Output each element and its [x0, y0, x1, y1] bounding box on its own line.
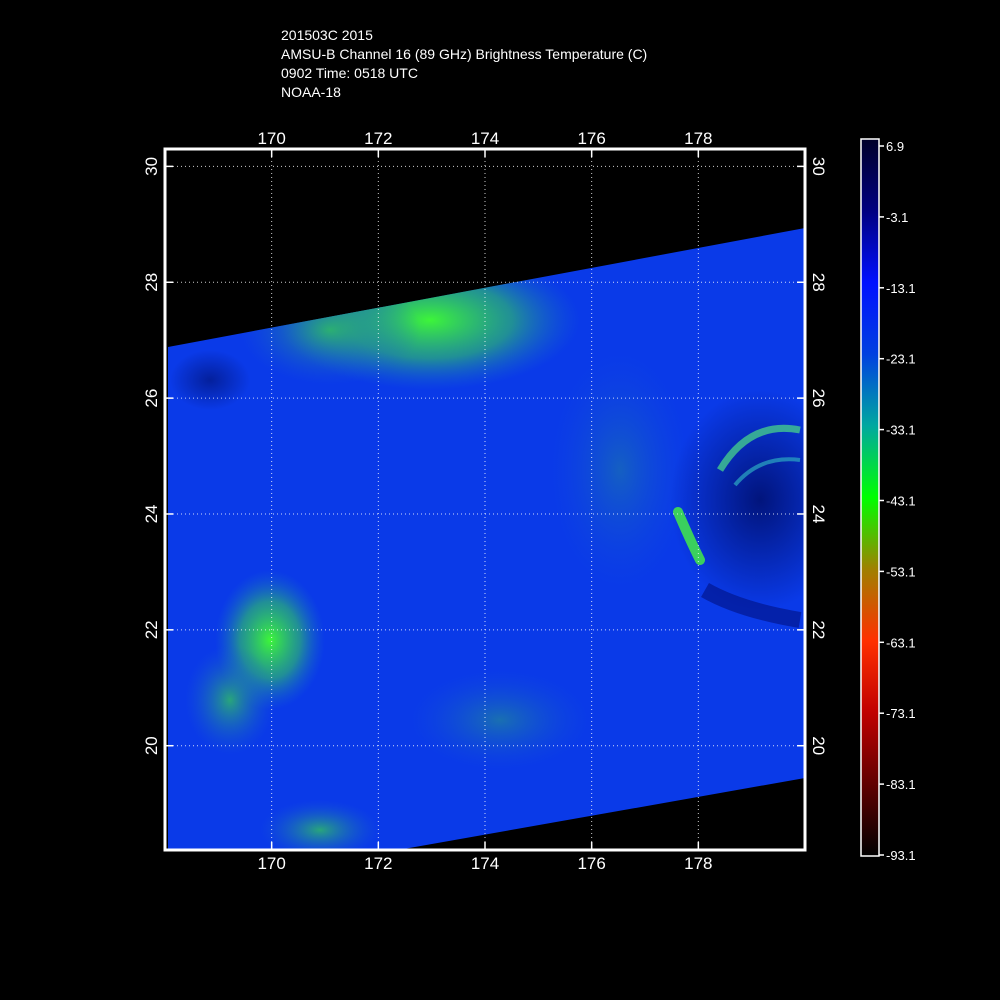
- eyewall-outer-dark: [701, 583, 802, 628]
- cold-cloud-north-west: [240, 275, 420, 385]
- x-tick-label-bottom: 176: [577, 854, 605, 873]
- x-tick-label-top: 170: [257, 129, 285, 148]
- colorbar-label: -73.1: [886, 706, 916, 721]
- x-tick-label-top: 174: [471, 129, 499, 148]
- y-tick-label-left: 30: [142, 157, 161, 176]
- cold-cloud-southwest: [185, 645, 275, 755]
- colorbar-label: -83.1: [886, 777, 916, 792]
- colorbar-label: -53.1: [886, 564, 916, 579]
- colorbar-label: -3.1: [886, 210, 908, 225]
- graticule: [165, 149, 805, 850]
- y-tick-label-right: 30: [809, 157, 828, 176]
- colorbar: 6.9 -3.1 -13.1 -23.1 -33.1 -43.1 -53.1 -63.1 -73…: [860, 138, 916, 863]
- y-tick-label-right: 26: [809, 389, 828, 408]
- colorbar-gradient: [860, 138, 880, 857]
- eyewall-arc-inner: [733, 457, 801, 487]
- eyewall-arc-north: [716, 424, 801, 472]
- swath-imagery: [168, 228, 805, 850]
- colorbar-label: -13.1: [886, 281, 916, 296]
- colorbar-labels: 6.9 -3.1 -13.1 -23.1 -33.1 -43.1 -53.1 -63.1 -73…: [879, 139, 916, 863]
- x-tick-label-bottom: 174: [471, 854, 499, 873]
- colorbar-label: -43.1: [886, 494, 916, 509]
- y-tick-label-left: 20: [142, 736, 161, 755]
- typhoon-core-dark: [670, 390, 805, 610]
- y-tick-label-right: 28: [809, 273, 828, 292]
- title-storm-id: 201503C 2015: [281, 27, 373, 43]
- x-tick-label-bottom: 178: [684, 854, 712, 873]
- colorbar-label: -33.1: [886, 423, 916, 438]
- rainband-east: [550, 350, 690, 590]
- title-satellite: NOAA-18: [281, 84, 341, 100]
- x-tick-label-bottom: 172: [364, 854, 392, 873]
- colorbar-label: -93.1: [886, 848, 916, 863]
- y-tick-label-right: 20: [809, 736, 828, 755]
- title-time: 0902 Time: 0518 UTC: [281, 65, 418, 81]
- dark-feature-west: [170, 350, 250, 410]
- y-tick-label-right: 24: [809, 505, 828, 524]
- x-tick-label-top: 172: [364, 129, 392, 148]
- x-tick-label-bottom: 170: [257, 854, 285, 873]
- y-tick-label-left: 22: [142, 620, 161, 639]
- x-tick-label-top: 176: [577, 129, 605, 148]
- rainband-south: [410, 670, 590, 770]
- x-tick-label-top: 178: [684, 129, 712, 148]
- y-tick-label-left: 24: [142, 505, 161, 524]
- axis-ticks: 170 170 172 172 174 174 176 176 178 178 30 30 28 28 26…: [142, 129, 828, 873]
- title-product: AMSU-B Channel 16 (89 GHz) Brightness Te…: [281, 46, 648, 62]
- colorbar-label: -63.1: [886, 635, 916, 650]
- colorbar-label: 6.9: [886, 139, 904, 154]
- y-tick-label-left: 26: [142, 389, 161, 408]
- eyewall-band-west: [673, 507, 705, 565]
- title-block: 201503C 2015 AMSU-B Channel 16 (89 GHz) …: [281, 26, 647, 102]
- y-tick-label-right: 22: [809, 620, 828, 639]
- colorbar-label: -23.1: [886, 352, 916, 367]
- y-tick-label-left: 28: [142, 273, 161, 292]
- cold-cloud-south: [260, 800, 380, 850]
